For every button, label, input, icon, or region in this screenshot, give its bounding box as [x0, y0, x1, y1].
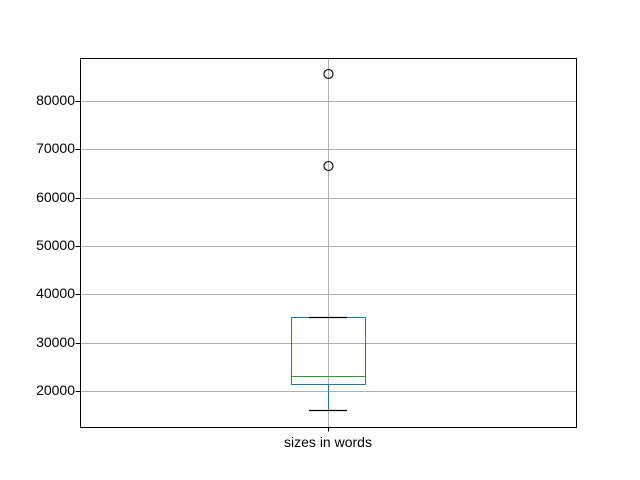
svg-text:20000: 20000 [36, 382, 75, 398]
svg-text:30000: 30000 [36, 334, 75, 350]
svg-text:50000: 50000 [36, 237, 75, 253]
svg-text:sizes in words: sizes in words [284, 434, 372, 450]
svg-text:60000: 60000 [36, 189, 75, 205]
svg-text:80000: 80000 [36, 92, 75, 108]
svg-text:40000: 40000 [36, 285, 75, 301]
svg-text:70000: 70000 [36, 140, 75, 156]
